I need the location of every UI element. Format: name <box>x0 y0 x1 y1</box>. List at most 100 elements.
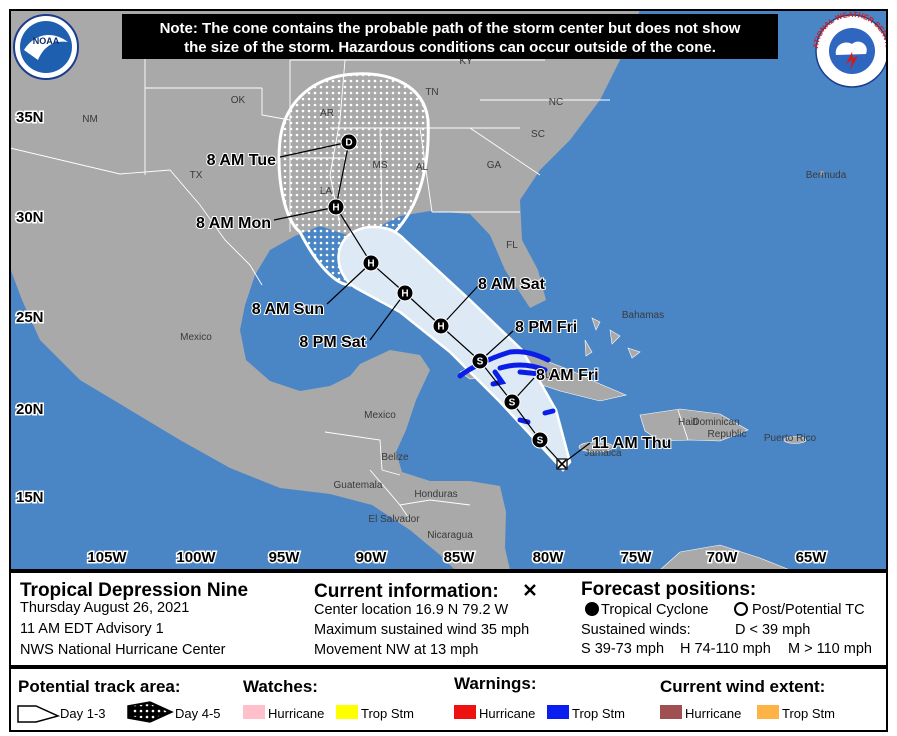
border <box>369 469 471 506</box>
border <box>469 127 541 176</box>
border <box>324 431 383 471</box>
legend-text: Thursday August 26, 2021 <box>20 600 189 616</box>
region-label: TN <box>425 87 438 98</box>
legend-text: Trop Stm <box>782 706 835 721</box>
latitude-label: 25N <box>16 309 44 326</box>
longitude-label: 95W <box>269 549 301 566</box>
legend-text: D < 39 mph <box>735 622 810 638</box>
forecast-marker <box>362 254 380 272</box>
region-label: AR <box>320 108 334 119</box>
region-label: Dominican <box>692 417 739 428</box>
forecast-label: 8 AM Sun <box>252 301 324 318</box>
region-label: FL <box>506 240 518 251</box>
noaa-logo-bird <box>24 35 68 60</box>
forecast-label: 8 AM Sat <box>478 276 546 293</box>
region-label: Nicaragua <box>427 530 473 541</box>
region-label: AL <box>416 162 429 173</box>
forecast-marker <box>503 393 521 411</box>
latitude-label: 15N <box>16 489 44 506</box>
region-label: NM <box>82 114 98 125</box>
noaa-logo-text: NOAA <box>33 36 60 46</box>
forecast-marker <box>396 284 414 302</box>
legend-text: Post/Potential TC <box>752 602 865 618</box>
legend-heading: Watches: <box>243 677 318 696</box>
current-label: 11 AM Thu <box>592 435 671 452</box>
legend-swatch <box>336 705 358 719</box>
legend-text: Center location 16.9 N 79.2 W <box>314 602 509 618</box>
forecast-symbol: D <box>345 138 352 149</box>
region-label: MS <box>373 160 388 171</box>
leader-line <box>369 292 406 341</box>
forecast-label: 8 AM Fri <box>536 367 599 384</box>
border <box>261 88 291 121</box>
legend-text: Hurricane <box>268 706 324 721</box>
region-label: OK <box>231 95 246 106</box>
day1-3-icon <box>17 705 61 723</box>
longitude-label: 100W <box>176 549 216 566</box>
leader-line <box>440 285 479 327</box>
pacific <box>10 268 455 570</box>
forecast-marker <box>340 133 358 151</box>
region-label: Mexico <box>180 332 212 343</box>
region-label: KY <box>459 56 473 67</box>
legend-box <box>9 667 888 732</box>
legend-text: Maximum sustained wind 35 mph <box>314 622 529 638</box>
forecast-marker <box>327 198 345 216</box>
island <box>591 317 601 331</box>
post-tc-icon <box>734 602 748 616</box>
legend-heading: Current wind extent: <box>660 677 825 696</box>
longitude-label: 65W <box>796 549 828 566</box>
map: OK AR TN NC SC GA AL MS LA TX NM FL KY Mexico Mexico Cu… <box>10 10 887 570</box>
border <box>399 504 411 521</box>
legend-text: M > 110 mph <box>788 641 872 657</box>
trop-storm-warning <box>517 369 543 377</box>
region-label: Mexico <box>364 410 396 421</box>
legend-text: Tropical Cyclone <box>601 602 708 618</box>
region-label: Republic <box>708 429 747 440</box>
region-label: Jamaica <box>584 448 622 459</box>
region-label: El Salvador <box>368 514 420 525</box>
legend-swatch <box>757 705 779 719</box>
current-position-x <box>557 459 567 469</box>
island <box>659 544 791 570</box>
border <box>677 409 689 441</box>
legend-text: Hurricane <box>685 706 741 721</box>
legend-text: 11 AM EDT Advisory 1 <box>20 621 164 637</box>
border <box>381 469 401 476</box>
island <box>627 347 641 359</box>
note-text: Note: The cone contains the probable pat… <box>160 20 741 37</box>
region-label: Haiti <box>678 417 698 428</box>
legend-heading: Forecast positions: <box>581 579 756 600</box>
leader-line <box>326 262 372 305</box>
note-box <box>122 14 778 59</box>
forecast-symbol: S <box>477 357 484 368</box>
longitude-label: 80W <box>533 549 565 566</box>
trop-storm-warning <box>542 408 556 416</box>
longitude-label: 85W <box>444 549 476 566</box>
forecast-symbol: H <box>367 259 374 270</box>
legend-swatch <box>243 705 265 719</box>
region-label: NC <box>549 97 563 108</box>
forecast-symbol: H <box>401 289 408 300</box>
legend-text: Day 4-5 <box>175 706 221 721</box>
region-label: GA <box>487 160 502 171</box>
legend-text: Hurricane <box>479 706 535 721</box>
map-frame <box>9 9 888 571</box>
longitude-label: 70W <box>707 549 739 566</box>
island <box>584 339 593 357</box>
forecast-symbol: H <box>332 203 339 214</box>
forecast-marker <box>471 352 489 370</box>
legend-text: Trop Stm <box>572 706 625 721</box>
legend-heading: Warnings: <box>454 674 536 693</box>
nws-logo-bolt <box>846 52 858 70</box>
longitude-label: 75W <box>621 549 653 566</box>
forecast-label: 8 PM Sat <box>299 334 366 351</box>
legend-box <box>9 571 888 667</box>
legend-heading: Current information: <box>314 581 499 602</box>
forecast-marker <box>531 431 549 449</box>
legend-swatch <box>547 705 569 719</box>
nws-logo-cloud <box>835 41 867 55</box>
longitude-label: 105W <box>87 549 127 566</box>
latitude-label: 30N <box>16 209 44 226</box>
